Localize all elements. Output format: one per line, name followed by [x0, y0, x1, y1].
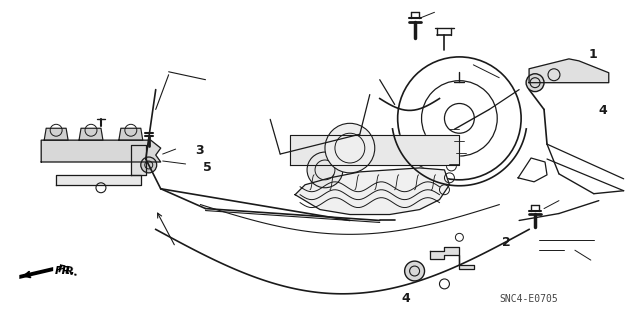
- Text: SNC4-E0705: SNC4-E0705: [500, 294, 559, 304]
- Polygon shape: [19, 267, 53, 279]
- Text: 4: 4: [402, 292, 410, 305]
- Circle shape: [307, 152, 343, 188]
- Text: 1: 1: [589, 48, 598, 62]
- Text: 4: 4: [599, 104, 607, 117]
- Text: FR.: FR.: [55, 266, 76, 276]
- Circle shape: [141, 157, 157, 173]
- Polygon shape: [290, 135, 460, 165]
- Circle shape: [404, 261, 424, 281]
- Polygon shape: [119, 128, 143, 140]
- Polygon shape: [295, 168, 449, 214]
- Text: 2: 2: [502, 236, 511, 249]
- Text: 5: 5: [202, 161, 211, 174]
- Circle shape: [325, 123, 375, 173]
- Polygon shape: [41, 140, 161, 162]
- Polygon shape: [44, 128, 68, 140]
- Text: 3: 3: [196, 144, 204, 157]
- Circle shape: [526, 74, 544, 92]
- Polygon shape: [131, 145, 146, 175]
- Polygon shape: [529, 59, 609, 83]
- Polygon shape: [79, 128, 103, 140]
- Polygon shape: [429, 247, 474, 269]
- Text: FR.: FR.: [56, 264, 78, 278]
- Polygon shape: [56, 175, 141, 185]
